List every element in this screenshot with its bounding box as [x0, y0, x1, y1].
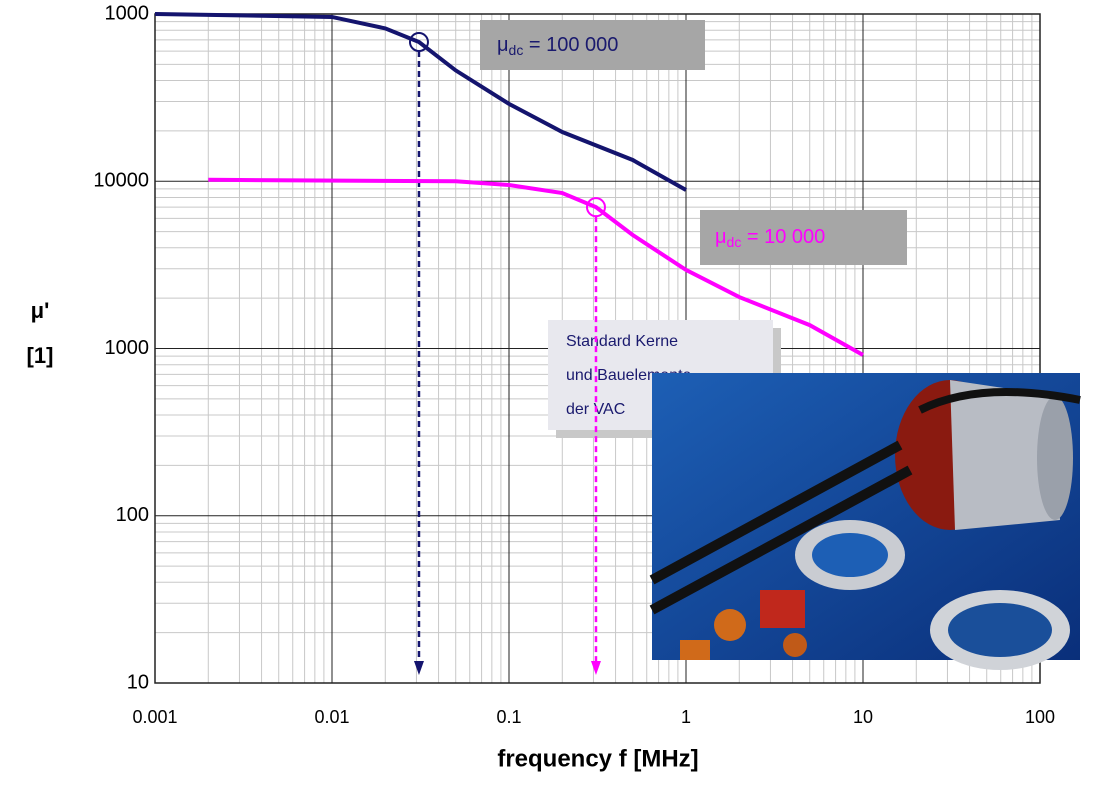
plot: 0.001 0.01 0.1 1 10 100 10 100 1000 10000 1000 [93, 2, 1055, 726]
annotation: μdc = 10 000 [715, 226, 825, 249]
x-tick-label: 0.1 [496, 707, 521, 727]
marker [408, 32, 429, 53]
annotation: Standard Kerne [566, 333, 678, 350]
y-axis-label: [1] [27, 343, 54, 368]
y-axis-label: μ' [31, 298, 50, 323]
x-tick-label: 0.001 [132, 707, 177, 727]
y-tick-label: 10000 [93, 170, 149, 192]
annotation: μdc = 100 000 [497, 34, 618, 57]
x-axis-label: frequency f [MHz] [497, 745, 698, 772]
x-tick-label: 10 [853, 707, 873, 727]
marker [585, 197, 606, 218]
y-tick-label: 100 [116, 504, 149, 526]
x-tick-label: 100 [1025, 707, 1055, 727]
y-tick-label: 1000 [105, 2, 150, 24]
x-tick-label: 1 [681, 707, 691, 727]
annotation-box [700, 210, 907, 265]
arrow-head [590, 661, 601, 675]
photo [649, 373, 1081, 670]
plot-border [154, 13, 1041, 684]
y-tick-label: 10 [127, 671, 149, 693]
arrow-head [413, 661, 424, 675]
annotation-box [480, 20, 705, 70]
series-line [208, 177, 864, 357]
y-tick-label: 1000 [105, 337, 150, 359]
series-line [154, 12, 687, 192]
x-tick-label: 0.01 [314, 707, 349, 727]
